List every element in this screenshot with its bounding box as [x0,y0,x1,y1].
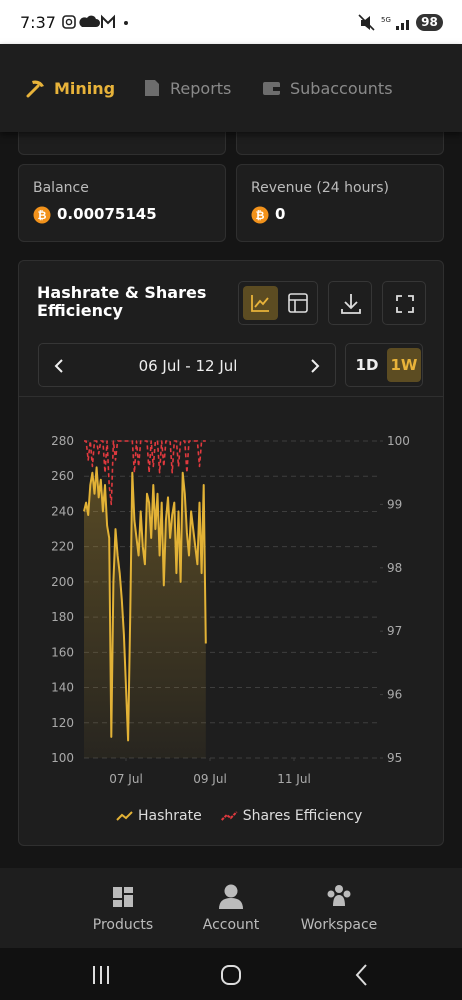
nav-item[interactable]: Account [202,917,260,933]
svg-text:₿: ₿ [256,209,265,222]
system-nav [0,948,462,1000]
y-tick-label: 140 [51,681,74,695]
svg-text:5G: 5G [381,16,391,24]
status-right-icons: 5G [358,14,409,31]
card-value: 0 [275,205,286,223]
chart-view-button[interactable] [243,286,278,320]
bottom-nav: Products Account Workspace [0,868,462,948]
y-tick-label: 180 [51,610,74,624]
fullscreen-button[interactable] [382,281,426,325]
legend-swatch [116,811,133,821]
status-bar: 7:37 5G 98 [0,0,462,44]
y-tick-label: 120 [51,716,74,730]
series-line [83,466,207,742]
system-buttons [93,964,367,986]
card-value: 0.00075145 [57,205,157,223]
subaccounts-icon [263,82,280,95]
time: 7:37 [20,13,56,32]
y-tick-label: 160 [51,645,74,659]
legend-label: Hashrate [138,808,202,824]
y2-tick-label: 100 [387,434,410,448]
balance-card: Balance ₿ 0.00075145 [18,164,226,242]
y-tick-label: 240 [51,504,74,518]
card-label: Balance [33,180,89,196]
mining-icon [26,80,44,98]
date-range: 06 Jul - 12 Jul [138,357,238,375]
x-tick-label: 11 Jul [277,772,311,786]
tab[interactable]: Mining [54,79,116,98]
x-tick-label: 09 Jul [193,772,227,786]
account-icon [219,884,243,909]
svg-text:₿: ₿ [38,209,47,222]
view-toggle [238,281,318,325]
y-tick-label: 280 [51,434,74,448]
card-label: Revenue (24 hours) [251,180,389,196]
legend-label: Shares Efficiency [243,808,363,824]
nav-item[interactable]: Products [92,917,154,933]
y-tick-label: 220 [51,540,74,554]
top-nav: Mining Reports Subaccounts [0,44,462,132]
tab[interactable]: Reports [170,79,232,98]
status-icons [62,14,128,29]
prev-button[interactable] [49,356,69,376]
tab[interactable]: Subaccounts [290,79,393,98]
y-tick-label: 100 [51,751,74,765]
y2-tick-label: 99 [387,497,402,511]
download-button[interactable] [328,281,372,325]
next-button[interactable] [305,356,325,376]
range-button[interactable]: 1W [387,348,421,382]
range-button[interactable]: 1D [355,356,379,374]
battery: 98 [416,14,443,31]
y2-tick-label: 96 [387,688,402,702]
legend-item: Shares Efficiency [221,808,363,824]
chart: 100 120 140 160 180 200 220 240 260 280 95 96 97 98 99… [51,434,410,824]
y2-tick-label: 97 [387,624,402,638]
workspace-icon [327,885,351,906]
products-icon [113,887,133,907]
revenue-card: Revenue (24 hours) ₿ 0 [236,164,444,242]
btc-icon: ₿ [33,206,51,224]
y2-tick-label: 95 [387,751,402,765]
series-line [84,440,206,506]
date-selector: 06 Jul - 12 Jul [38,343,336,387]
chart-title: Hashrate & Shares Efficiency [37,283,207,320]
x-tick-label: 07 Jul [109,772,143,786]
legend-item: Hashrate [116,808,202,824]
range-toggle: 1D 1W [345,343,423,387]
nav-item[interactable]: Workspace [300,917,378,933]
reports-icon [145,80,159,96]
btc-icon: ₿ [251,206,269,224]
y-tick-label: 260 [51,469,74,483]
separator [19,396,443,397]
legend-swatch [221,811,238,821]
y2-tick-label: 98 [387,561,402,575]
y-tick-label: 200 [51,575,74,589]
table-view-button[interactable] [281,286,315,320]
